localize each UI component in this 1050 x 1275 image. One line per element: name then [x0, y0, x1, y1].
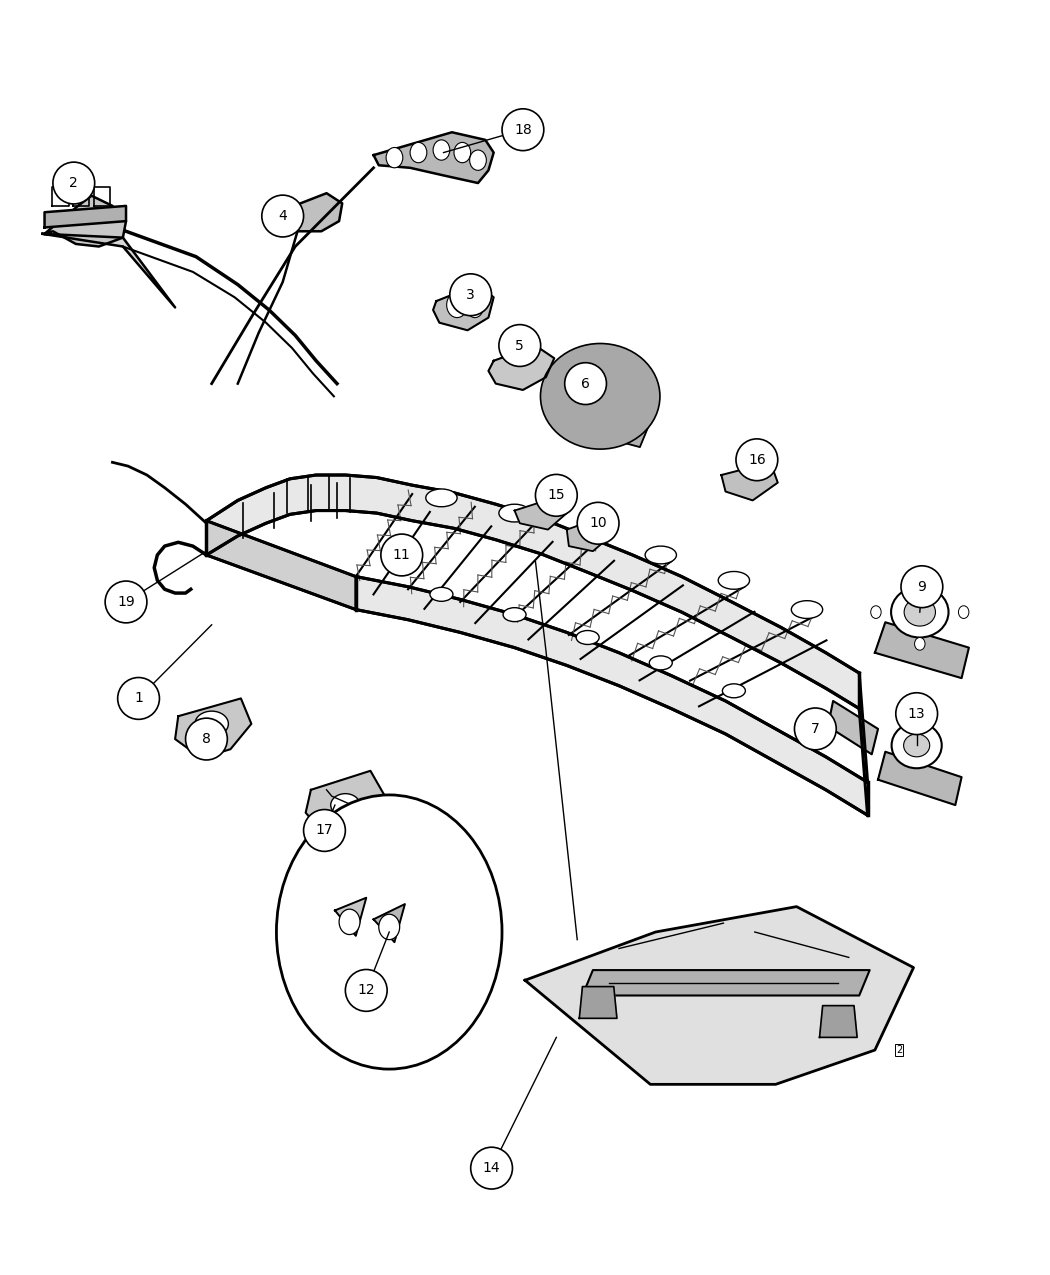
- Circle shape: [454, 143, 470, 163]
- Polygon shape: [488, 346, 554, 390]
- Text: 18: 18: [514, 122, 531, 136]
- Ellipse shape: [536, 474, 578, 516]
- Ellipse shape: [503, 608, 526, 622]
- Circle shape: [339, 909, 360, 935]
- Polygon shape: [875, 622, 969, 678]
- Ellipse shape: [796, 717, 819, 731]
- Text: 17: 17: [316, 824, 333, 838]
- Text: 4: 4: [278, 209, 287, 223]
- Circle shape: [469, 150, 486, 171]
- Polygon shape: [433, 284, 493, 330]
- Ellipse shape: [722, 683, 746, 697]
- Circle shape: [411, 143, 426, 163]
- Text: 16: 16: [748, 453, 765, 467]
- Ellipse shape: [186, 718, 228, 760]
- Ellipse shape: [554, 356, 646, 437]
- Polygon shape: [554, 404, 648, 448]
- Text: 15: 15: [547, 488, 565, 502]
- Ellipse shape: [502, 108, 544, 150]
- Polygon shape: [525, 907, 914, 1084]
- Polygon shape: [207, 476, 859, 709]
- Ellipse shape: [645, 546, 676, 564]
- Ellipse shape: [792, 601, 822, 618]
- Polygon shape: [580, 987, 617, 1019]
- Text: 12: 12: [357, 983, 375, 997]
- Text: 7: 7: [811, 722, 820, 736]
- Ellipse shape: [891, 723, 942, 769]
- Polygon shape: [567, 516, 614, 551]
- Polygon shape: [514, 497, 567, 529]
- Ellipse shape: [52, 162, 94, 204]
- Ellipse shape: [565, 362, 607, 404]
- Polygon shape: [820, 1006, 857, 1038]
- Text: 6: 6: [581, 376, 590, 390]
- Ellipse shape: [261, 195, 303, 237]
- Text: 2: 2: [896, 1046, 902, 1056]
- Polygon shape: [44, 205, 126, 227]
- Circle shape: [386, 148, 403, 168]
- Circle shape: [276, 794, 502, 1070]
- Polygon shape: [306, 771, 387, 834]
- Polygon shape: [356, 576, 867, 815]
- Ellipse shape: [429, 588, 453, 602]
- Text: 10: 10: [589, 516, 607, 530]
- Ellipse shape: [105, 581, 147, 623]
- Text: 3: 3: [466, 288, 475, 302]
- Polygon shape: [374, 133, 493, 184]
- Circle shape: [959, 606, 969, 618]
- Text: 8: 8: [202, 732, 211, 746]
- Ellipse shape: [901, 566, 943, 608]
- Ellipse shape: [891, 586, 948, 638]
- Circle shape: [870, 606, 881, 618]
- Ellipse shape: [470, 1148, 512, 1190]
- Ellipse shape: [499, 504, 530, 521]
- Polygon shape: [175, 699, 251, 759]
- Text: 14: 14: [483, 1162, 501, 1176]
- Ellipse shape: [578, 502, 619, 544]
- Polygon shape: [44, 196, 126, 246]
- Polygon shape: [266, 194, 342, 231]
- Ellipse shape: [571, 371, 629, 422]
- Ellipse shape: [541, 343, 660, 449]
- Ellipse shape: [118, 677, 160, 719]
- Text: 2: 2: [69, 176, 78, 190]
- Ellipse shape: [381, 534, 423, 576]
- Text: 13: 13: [908, 706, 925, 720]
- Polygon shape: [42, 233, 175, 307]
- Ellipse shape: [572, 523, 604, 541]
- Ellipse shape: [896, 692, 938, 734]
- Ellipse shape: [195, 711, 229, 737]
- Text: 11: 11: [393, 548, 411, 562]
- Ellipse shape: [736, 439, 778, 481]
- Ellipse shape: [795, 708, 836, 750]
- Circle shape: [915, 574, 925, 586]
- Circle shape: [915, 638, 925, 650]
- Ellipse shape: [345, 969, 387, 1011]
- Ellipse shape: [649, 655, 672, 669]
- Ellipse shape: [499, 325, 541, 366]
- Polygon shape: [335, 898, 366, 936]
- Polygon shape: [207, 520, 356, 609]
- Ellipse shape: [576, 631, 600, 644]
- Polygon shape: [721, 463, 778, 500]
- Text: 5: 5: [516, 339, 524, 352]
- Circle shape: [433, 140, 449, 161]
- Ellipse shape: [303, 810, 345, 852]
- Text: 9: 9: [918, 580, 926, 594]
- Polygon shape: [827, 701, 878, 755]
- Ellipse shape: [904, 734, 929, 757]
- Ellipse shape: [331, 793, 360, 816]
- Circle shape: [379, 914, 400, 940]
- Ellipse shape: [718, 571, 750, 589]
- Polygon shape: [374, 904, 405, 942]
- Circle shape: [446, 292, 467, 317]
- Ellipse shape: [449, 274, 491, 316]
- Text: 19: 19: [118, 595, 134, 609]
- Ellipse shape: [904, 598, 936, 626]
- Circle shape: [466, 297, 483, 317]
- Text: 1: 1: [134, 691, 143, 705]
- Polygon shape: [878, 752, 962, 805]
- Ellipse shape: [426, 490, 457, 506]
- Polygon shape: [583, 970, 869, 996]
